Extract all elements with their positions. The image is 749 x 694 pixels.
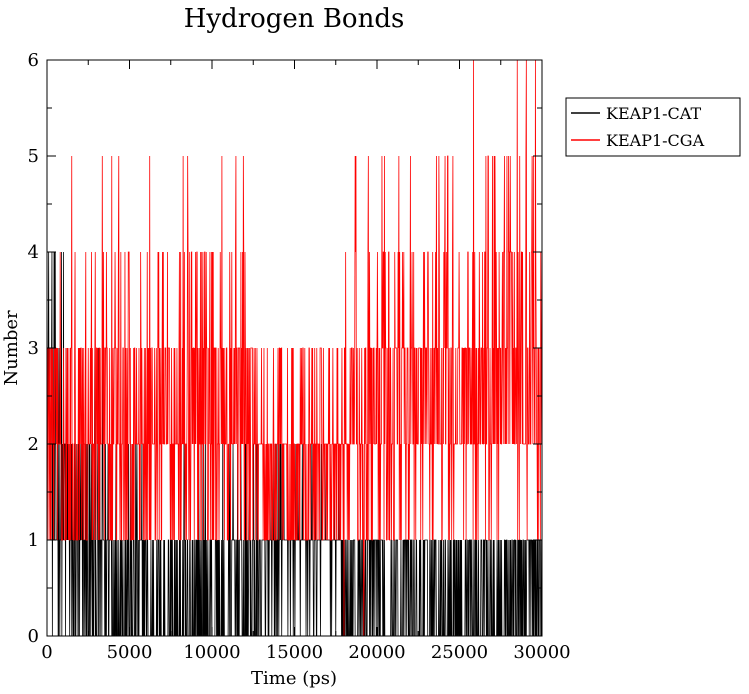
legend-label-keap1-cat: KEAP1-CAT [606, 104, 701, 123]
legend-box [565, 97, 741, 157]
chart-title: Hydrogen Bonds [184, 4, 405, 34]
x-tick-label: 0 [41, 642, 52, 663]
x-tick-label: 25000 [431, 642, 488, 663]
x-tick-label: 15000 [266, 642, 323, 663]
y-tick-label: 0 [28, 626, 39, 647]
y-tick-label: 2 [28, 434, 39, 455]
y-tick-label: 6 [28, 50, 39, 71]
x-tick-label: 5000 [107, 642, 153, 663]
x-tick-label: 20000 [348, 642, 405, 663]
y-tick-label: 3 [28, 338, 39, 359]
legend: KEAP1-CAT KEAP1-CGA [565, 97, 741, 157]
series-layer [47, 59, 542, 637]
y-axis-label: Number [1, 310, 22, 386]
y-tick-label: 4 [28, 242, 39, 263]
ticks-layer: 0 5000 10000 15000 20000 25000 30000 0 1 2 3 4 5 6 [28, 50, 571, 663]
x-tick-label: 30000 [513, 642, 570, 663]
legend-label-keap1-cga: KEAP1-CGA [606, 131, 705, 150]
plot-area: 0 5000 10000 15000 20000 25000 30000 0 1 2 3 4 5 6 [28, 50, 571, 663]
x-tick-label: 10000 [183, 642, 240, 663]
y-tick-label: 5 [28, 146, 39, 167]
y-tick-label: 1 [28, 530, 39, 551]
x-axis-label: Time (ps) [251, 668, 337, 689]
series-line-keap1-cga [47, 59, 542, 637]
